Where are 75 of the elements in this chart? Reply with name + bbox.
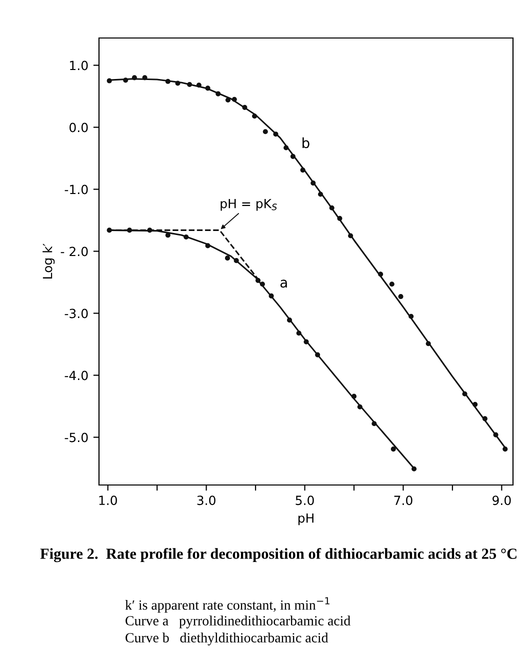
point [225, 97, 231, 103]
y-tick-label: -1.0 [64, 184, 88, 194]
series-label: a [280, 280, 287, 288]
y-tick-label: -4.0 [64, 370, 88, 380]
point [357, 404, 362, 410]
point [196, 82, 202, 88]
y-tick-label: - 2.0 [60, 246, 88, 256]
point [329, 205, 334, 210]
point [184, 234, 189, 240]
point [106, 228, 112, 233]
point [224, 256, 230, 261]
point [187, 82, 192, 88]
point [147, 228, 152, 233]
point [412, 466, 417, 472]
y-tick-label: 1.0 [70, 60, 88, 70]
point [290, 154, 296, 159]
y-tick-label: -5.0 [64, 432, 88, 442]
x-axis-title: pH [298, 513, 314, 526]
text: Figure 2. Rate profile for decomposition of dithiocarbamic acids at 25 °C [40, 548, 516, 562]
point [273, 132, 278, 137]
point [268, 293, 274, 298]
point [260, 282, 265, 287]
point [232, 96, 237, 102]
point [390, 446, 396, 452]
y-tick-label: 0.0 [70, 122, 88, 132]
point [378, 272, 384, 277]
y-tick-label: -3.0 [64, 308, 88, 318]
series-label: b [302, 137, 310, 148]
point [310, 180, 316, 186]
point [351, 394, 357, 399]
x-tick-label: 7.0 [394, 496, 412, 506]
point [462, 391, 468, 396]
point [315, 352, 320, 358]
annotation: pH = pK$_{S}$ [220, 198, 277, 211]
point [304, 339, 309, 344]
point [165, 232, 170, 238]
point [296, 330, 302, 336]
x-tick-label: 1.0 [99, 496, 117, 506]
text: Curve a pyrrolidinedithiocarbamic acid [126, 616, 350, 628]
point [482, 416, 488, 422]
point [337, 216, 342, 221]
point [286, 318, 292, 323]
point [242, 104, 248, 110]
point [234, 258, 239, 264]
point [175, 80, 180, 86]
point [318, 192, 324, 197]
text: Curve b diethyldithiocarbamic acid [126, 632, 328, 646]
point [502, 446, 508, 452]
point [262, 129, 268, 134]
point [126, 228, 132, 233]
point [123, 78, 128, 83]
point [255, 278, 261, 283]
point [493, 432, 498, 438]
point [372, 421, 377, 426]
point [389, 282, 394, 287]
point [205, 243, 210, 248]
y-axis-title: Log k′ [42, 244, 55, 278]
x-tick-label: 3.0 [197, 496, 216, 506]
point [284, 145, 289, 150]
text: k′ is apparent rate constant, in min$^{−1}$ [125, 597, 330, 613]
point [408, 314, 414, 319]
point [300, 168, 306, 173]
point [348, 233, 354, 238]
point [205, 86, 210, 91]
point [252, 114, 258, 119]
point [165, 78, 170, 84]
x-tick-label: 9.0 [492, 496, 511, 506]
point [142, 75, 148, 80]
point [132, 75, 137, 80]
point [398, 294, 404, 300]
point [472, 402, 478, 407]
point [106, 78, 112, 84]
x-tick-label: 5.0 [296, 496, 314, 506]
point [216, 91, 221, 96]
point [426, 341, 431, 346]
